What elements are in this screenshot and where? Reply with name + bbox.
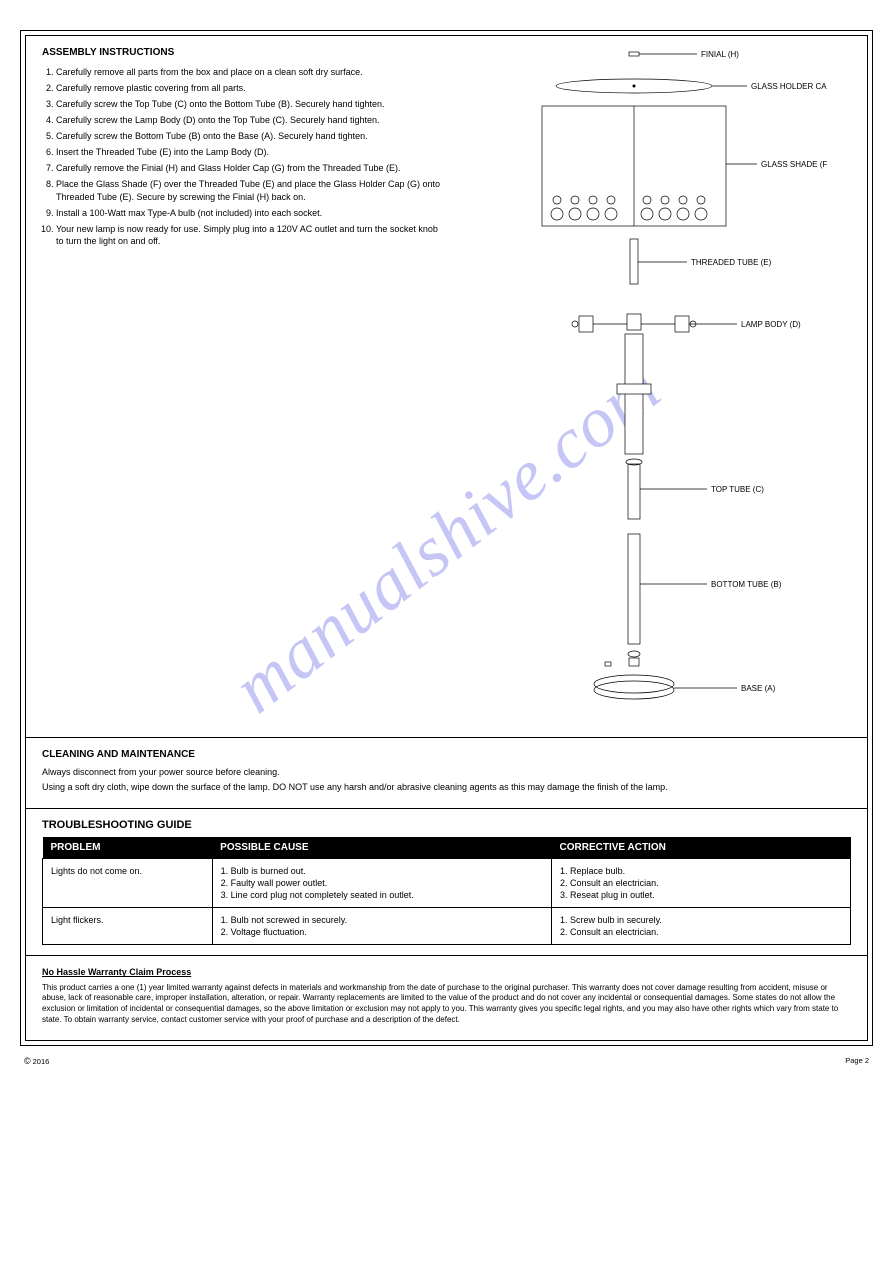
table-cell: Lights do not come on.: [43, 858, 213, 907]
table-header-problem: PROBLEM: [43, 837, 213, 859]
diagram-label-e: THREADED TUBE (E): [691, 258, 772, 267]
table-cell: 1. Bulb is burned out. 2. Faulty wall po…: [212, 858, 551, 907]
troubleshooting-table: PROBLEM POSSIBLE CAUSE CORRECTIVE ACTION…: [42, 837, 851, 946]
assembly-step: Carefully remove the Finial (H) and Glas…: [56, 162, 442, 174]
diagram-label-f: GLASS SHADE (F): [761, 160, 827, 169]
cleaning-heading: CLEANING AND MAINTENANCE: [42, 748, 851, 762]
warranty-title: No Hassle Warranty Claim Process: [42, 966, 851, 978]
diagram-label-a: BASE (A): [741, 684, 776, 693]
assembly-step: Insert the Threaded Tube (E) into the La…: [56, 146, 442, 158]
table-cell: 1. Bulb not screwed in securely. 2. Volt…: [212, 908, 551, 945]
diagram-label-c: TOP TUBE (C): [711, 485, 764, 494]
cleaning-section: CLEANING AND MAINTENANCE Always disconne…: [26, 738, 867, 809]
assembly-step: Carefully screw the Bottom Tube (B) onto…: [56, 130, 442, 142]
warranty-body: This product carries a one (1) year limi…: [42, 983, 851, 1026]
cleaning-line: Using a soft dry cloth, wipe down the su…: [42, 781, 851, 793]
assembly-step: Carefully remove plastic covering from a…: [56, 82, 442, 94]
diagram-label-b: BOTTOM TUBE (B): [711, 580, 782, 589]
troubleshooting-section: TROUBLESHOOTING GUIDE PROBLEM POSSIBLE C…: [26, 809, 867, 946]
page-footer: 2016 Page 2: [24, 1056, 869, 1066]
page-number: Page 2: [845, 1056, 869, 1066]
exploded-diagram: FINIAL (H) GLASS HOLDER CAP (G): [447, 44, 827, 724]
assembly-steps-list: Carefully remove all parts from the box …: [56, 66, 442, 248]
table-cell: 1. Screw bulb in securely. 2. Consult an…: [552, 908, 851, 945]
table-cell: 1. Replace bulb. 2. Consult an electrici…: [552, 858, 851, 907]
table-row: Lights do not come on.1. Bulb is burned …: [43, 858, 851, 907]
assembly-step: Carefully remove all parts from the box …: [56, 66, 442, 78]
assembly-step: Carefully screw the Top Tube (C) onto th…: [56, 98, 442, 110]
warranty-section: No Hassle Warranty Claim Process This pr…: [26, 955, 867, 1039]
assembly-step: Install a 100-Watt max Type-A bulb (not …: [56, 207, 442, 219]
assembly-section: ASSEMBLY INSTRUCTIONS Carefully remove a…: [26, 36, 867, 738]
assembly-step: Carefully screw the Lamp Body (D) onto t…: [56, 114, 442, 126]
assembly-step: Your new lamp is now ready for use. Simp…: [56, 223, 442, 247]
assembly-step: Place the Glass Shade (F) over the Threa…: [56, 178, 442, 202]
diagram-label-g: GLASS HOLDER CAP (G): [751, 82, 827, 91]
copyright-year: 2016: [24, 1056, 49, 1066]
diagram-label-d: LAMP BODY (D): [741, 320, 801, 329]
troubleshooting-heading: TROUBLESHOOTING GUIDE: [42, 819, 851, 831]
table-cell: Light flickers.: [43, 908, 213, 945]
table-header-cause: POSSIBLE CAUSE: [212, 837, 551, 859]
assembly-heading: ASSEMBLY INSTRUCTIONS: [42, 46, 442, 60]
table-header-action: CORRECTIVE ACTION: [552, 837, 851, 859]
table-row: Light flickers.1. Bulb not screwed in se…: [43, 908, 851, 945]
cleaning-line: Always disconnect from your power source…: [42, 766, 851, 778]
diagram-label-h: FINIAL (H): [701, 50, 739, 59]
